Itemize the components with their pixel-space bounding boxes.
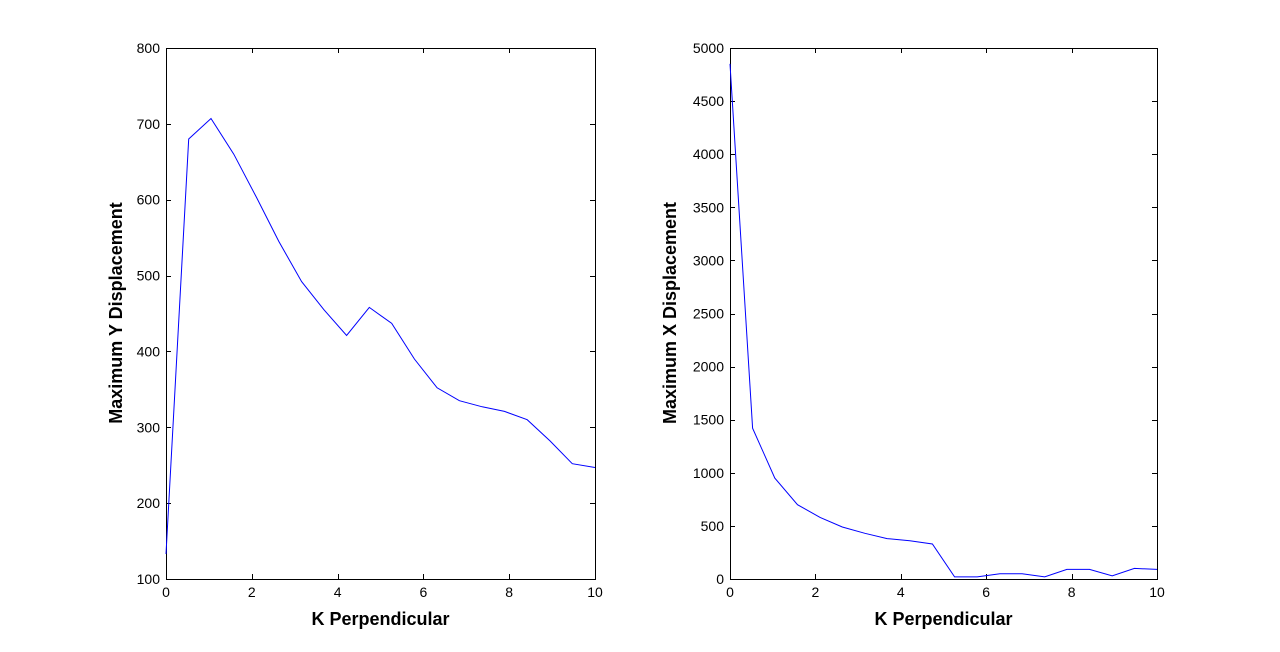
left-y-tick-label: 300: [137, 419, 161, 435]
left-x-tick-label: 0: [162, 584, 170, 600]
right-y-tick-label: 2000: [693, 359, 724, 375]
left-y-tick-label: 500: [137, 268, 161, 284]
left-x-axis-title: K Perpendicular: [311, 609, 449, 629]
right-y-tick-label: 2500: [693, 306, 724, 322]
left-x-tick-label: 4: [334, 584, 342, 600]
right-x-tick-label: 2: [812, 584, 820, 600]
right-y-tick-label: 1000: [693, 465, 724, 481]
right-y-tick-label: 0: [716, 571, 724, 587]
left-x-tick-label: 2: [248, 584, 256, 600]
left-plot: K Perpendicular Maximum Y Displacement 0…: [106, 40, 603, 629]
left-x-tick-label: 8: [505, 584, 513, 600]
left-y-tick-label: 400: [137, 343, 161, 359]
left-y-tick-label: 100: [137, 571, 161, 587]
right-x-tick-label: 10: [1149, 584, 1165, 600]
left-y-tick-label: 200: [137, 495, 161, 511]
left-axes-frame: [166, 48, 596, 580]
left-y-axis-title: Maximum Y Displacement: [106, 202, 126, 423]
right-y-tick-label: 4500: [693, 93, 724, 109]
right-x-axis-title: K Perpendicular: [874, 609, 1012, 629]
right-x-tick-label: 6: [982, 584, 990, 600]
right-axes-frame: [730, 48, 1158, 580]
right-x-tick-label: 4: [897, 584, 905, 600]
left-x-tick-label: 6: [420, 584, 428, 600]
right-series-line: [729, 63, 1158, 578]
right-y-tick-label: 3500: [693, 199, 724, 215]
left-y-tick-label: 700: [137, 116, 161, 132]
left-y-tick-label: 800: [137, 40, 161, 56]
right-plot: K Perpendicular Maximum X Displacement 0…: [660, 40, 1165, 629]
right-y-axis-title: Maximum X Displacement: [660, 202, 680, 424]
right-y-tick-label: 4000: [693, 146, 724, 162]
left-y-tick-label: 600: [137, 192, 161, 208]
right-y-tick-label: 1500: [693, 412, 724, 428]
right-y-tick-label: 5000: [693, 40, 724, 56]
left-x-tick-label: 10: [587, 584, 603, 600]
right-x-tick-label: 0: [726, 584, 734, 600]
right-y-tick-label: 500: [701, 518, 725, 534]
left-series-line: [165, 117, 596, 555]
right-y-tick-label: 3000: [693, 252, 724, 268]
right-x-tick-label: 8: [1068, 584, 1076, 600]
